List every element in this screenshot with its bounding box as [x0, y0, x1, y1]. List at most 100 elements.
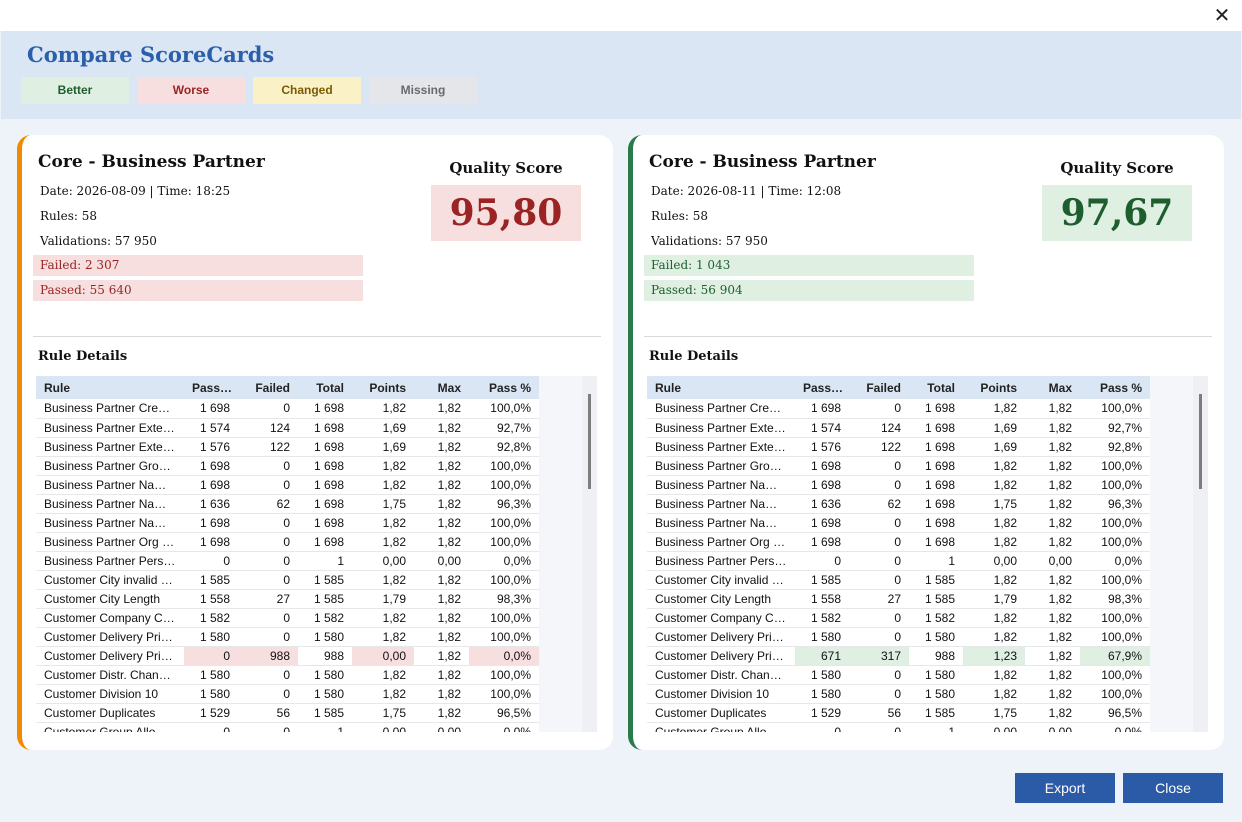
close-window-icon[interactable]: ✕: [1213, 3, 1231, 27]
table-row[interactable]: Business Partner Name … 1 698 0 1 698 1,82 1,…: [647, 475, 1150, 495]
table-row[interactable]: Customer Delivery Prio… 1 580 0 1 580 1,82 1,…: [647, 627, 1150, 647]
column-header-max[interactable]: Max: [414, 376, 469, 399]
column-header-rule[interactable]: Rule: [36, 376, 184, 399]
table-row[interactable]: Business Partner Name … 1 698 0 1 698 1,82 1,…: [647, 513, 1150, 533]
cell-passed: 1 698: [184, 475, 238, 495]
table-row[interactable]: Business Partner Org N… 1 698 0 1 698 1,82 1,…: [36, 532, 539, 552]
cell-rule: Business Partner Creati…: [36, 399, 184, 419]
table-row[interactable]: Business Partner Groups 1 698 0 1 698 1,82 1,…: [647, 456, 1150, 476]
table-row[interactable]: Customer Company C… 1 582 0 1 582 1,82 1,82 10…: [36, 608, 539, 628]
cell-pass-pct: 0,0%: [1080, 722, 1150, 732]
cell-points: 1,82: [352, 475, 414, 495]
table-row[interactable]: Business Partner Groups 1 698 0 1 698 1,82 1,…: [36, 456, 539, 476]
column-header-total[interactable]: Total: [298, 376, 352, 399]
cell-pass-pct: 100,0%: [1080, 532, 1150, 552]
vertical-scrollbar[interactable]: [1193, 376, 1208, 732]
table-row[interactable]: Business Partner Extern… 1 574 124 1 698 1,6…: [647, 418, 1150, 438]
table-row[interactable]: Customer Delivery Prio… 1 580 0 1 580 1,82 1,…: [36, 627, 539, 647]
cell-pass-pct: 92,7%: [1080, 418, 1150, 438]
cell-rule: Customer Company C…: [36, 608, 184, 628]
table-row[interactable]: Business Partner Org N… 1 698 0 1 698 1,82 1,…: [647, 532, 1150, 552]
table-row[interactable]: Customer City invalid … 1 585 0 1 585 1,82 1,…: [647, 570, 1150, 590]
cell-passed: 1 698: [795, 475, 849, 495]
cell-passed: 1 576: [795, 437, 849, 457]
cell-total: 1 585: [909, 570, 963, 590]
cell-failed: 56: [849, 703, 909, 723]
table-row[interactable]: Business Partner Perso… 0 0 1 0,00 0,00 0,0%: [36, 551, 539, 571]
table-row[interactable]: Customer Distr. Chann… 1 580 0 1 580 1,82 1,8…: [647, 665, 1150, 685]
table-row[interactable]: Customer Division 10 1 580 0 1 580 1,82 1,82 1…: [647, 684, 1150, 704]
cell-failed: 122: [238, 437, 298, 457]
column-header-passed[interactable]: Pass…: [184, 376, 238, 399]
rule-details-grid[interactable]: Rule Pass… Failed Total Points Max Pass …: [647, 376, 1208, 732]
cell-failed: 0: [238, 665, 298, 685]
table-row[interactable]: Customer Group Allow… 0 0 1 0,00 0,00 0,0%: [36, 722, 539, 732]
column-header-pass-pct[interactable]: Pass %: [1080, 376, 1150, 399]
table-row[interactable]: Business Partner Creati… 1 698 0 1 698 1,82 1…: [36, 399, 539, 419]
column-header-failed[interactable]: Failed: [238, 376, 298, 399]
cell-points: 1,82: [352, 684, 414, 704]
table-row[interactable]: Customer Duplicates 1 529 56 1 585 1,75 1,82 9…: [647, 703, 1150, 723]
column-header-points[interactable]: Points: [963, 376, 1025, 399]
cell-failed: 124: [238, 418, 298, 438]
scrollbar-thumb[interactable]: [1199, 394, 1202, 489]
cell-rule: Customer Delivery Prio…: [647, 646, 795, 666]
cell-pass-pct: 0,0%: [1080, 551, 1150, 571]
cell-rule: Business Partner Groups: [36, 456, 184, 476]
cell-passed: 1 580: [795, 665, 849, 685]
table-row[interactable]: Customer Delivery Prio… 0 988 988 0,00 1,82 0,…: [36, 646, 539, 666]
close-button[interactable]: Close: [1123, 773, 1223, 803]
cell-points: 1,79: [963, 589, 1025, 609]
table-row[interactable]: Business Partner Name … 1 636 62 1 698 1,75 1…: [647, 494, 1150, 514]
table-row[interactable]: Business Partner Name … 1 698 0 1 698 1,82 1,…: [36, 475, 539, 495]
cell-failed: 0: [849, 722, 909, 732]
column-header-passed[interactable]: Pass…: [795, 376, 849, 399]
column-header-max[interactable]: Max: [1025, 376, 1080, 399]
cell-total: 1 580: [298, 684, 352, 704]
table-row[interactable]: Business Partner Name … 1 698 0 1 698 1,82 1,…: [36, 513, 539, 533]
column-header-pass-pct[interactable]: Pass %: [469, 376, 539, 399]
table-row[interactable]: Business Partner Extern… 1 576 122 1 698 1,6…: [36, 437, 539, 457]
table-row[interactable]: Customer Duplicates 1 529 56 1 585 1,75 1,82 9…: [36, 703, 539, 723]
cell-max: 1,82: [1025, 608, 1080, 628]
cell-pass-pct: 96,3%: [1080, 494, 1150, 514]
table-row[interactable]: Business Partner Name … 1 636 62 1 698 1,75 1…: [36, 494, 539, 514]
cell-rule: Customer Division 10: [647, 684, 795, 704]
table-row[interactable]: Business Partner Creati… 1 698 0 1 698 1,82 1…: [647, 399, 1150, 419]
cell-rule: Business Partner Extern…: [36, 437, 184, 457]
table-row[interactable]: Customer Division 10 1 580 0 1 580 1,82 1,82 1…: [36, 684, 539, 704]
table-row[interactable]: Customer Company C… 1 582 0 1 582 1,82 1,82 10…: [647, 608, 1150, 628]
cell-max: 1,82: [414, 494, 469, 514]
rule-details-grid[interactable]: Rule Pass… Failed Total Points Max Pass …: [36, 376, 597, 732]
cell-rule: Customer Delivery Prio…: [647, 627, 795, 647]
column-header-points[interactable]: Points: [352, 376, 414, 399]
cell-points: 1,69: [352, 418, 414, 438]
table-row[interactable]: Business Partner Extern… 1 576 122 1 698 1,6…: [647, 437, 1150, 457]
table-row[interactable]: Customer Distr. Chann… 1 580 0 1 580 1,82 1,8…: [36, 665, 539, 685]
cell-rule: Customer Duplicates: [36, 703, 184, 723]
table-row[interactable]: Customer City Length 1 558 27 1 585 1,79 1,82…: [647, 589, 1150, 609]
vertical-scrollbar[interactable]: [582, 376, 597, 732]
cell-passed: 1 582: [184, 608, 238, 628]
scrollbar-thumb[interactable]: [588, 394, 591, 489]
table-row[interactable]: Customer Group Allow… 0 0 1 0,00 0,00 0,0%: [647, 722, 1150, 732]
export-button[interactable]: Export: [1015, 773, 1115, 803]
table-row[interactable]: Customer City Length 1 558 27 1 585 1,79 1,82…: [36, 589, 539, 609]
cell-failed: 0: [238, 627, 298, 647]
cell-failed: 0: [849, 608, 909, 628]
cell-passed: 1 698: [184, 532, 238, 552]
table-row[interactable]: Business Partner Perso… 0 0 1 0,00 0,00 0,0%: [647, 551, 1150, 571]
table-header-row: Rule Pass… Failed Total Points Max Pass …: [647, 376, 1150, 399]
table-row[interactable]: Customer Delivery Prio… 671 317 988 1,23 1,82…: [647, 646, 1150, 666]
column-header-total[interactable]: Total: [909, 376, 963, 399]
column-header-rule[interactable]: Rule: [647, 376, 795, 399]
cell-failed: 0: [238, 570, 298, 590]
cell-passed: 0: [184, 722, 238, 732]
cell-pass-pct: 100,0%: [469, 627, 539, 647]
table-row[interactable]: Customer City invalid … 1 585 0 1 585 1,82 1,…: [36, 570, 539, 590]
table-row[interactable]: Business Partner Extern… 1 574 124 1 698 1,6…: [36, 418, 539, 438]
legend-better: Better: [21, 77, 129, 104]
cell-rule: Customer Group Allow…: [36, 722, 184, 732]
column-header-failed[interactable]: Failed: [849, 376, 909, 399]
cell-max: 0,00: [414, 551, 469, 571]
